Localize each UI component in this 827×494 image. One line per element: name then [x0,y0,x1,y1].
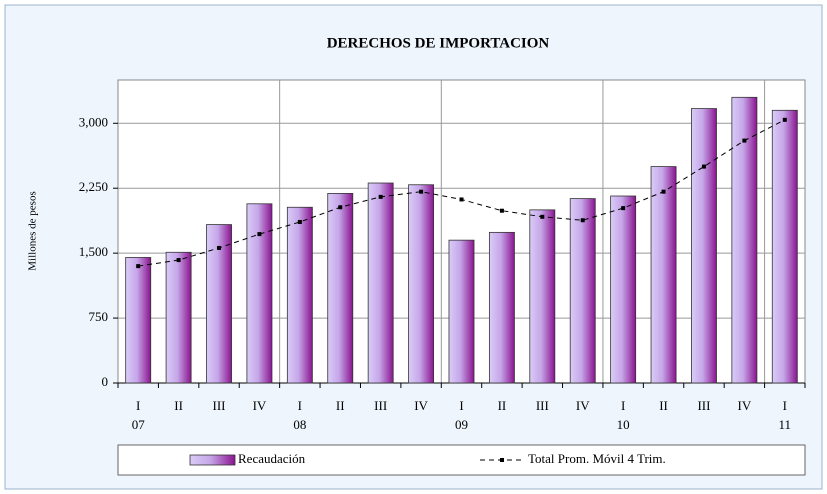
legend-swatch-marker [500,458,504,462]
bar [286,206,313,384]
line-marker [742,138,747,143]
bar [771,109,798,384]
chart-title: DERECHOS DE IMPORTACION [327,35,550,51]
x-tick-label: IV [576,398,590,413]
x-year-label: 10 [617,417,630,432]
bar [408,184,435,384]
x-tick-label: I [783,398,787,413]
x-tick-label: IV [738,398,752,413]
x-tick-label: I [459,398,463,413]
line-marker [621,206,626,211]
legend-label: Recaudación [238,451,306,466]
bar [125,257,152,384]
x-year-label: 08 [293,417,306,432]
x-tick-label: IV [253,398,267,413]
x-year-label: 07 [132,417,146,432]
bar [448,239,475,384]
x-tick-label: II [498,398,507,413]
x-year-label: 09 [455,417,468,432]
x-tick-label: I [621,398,625,413]
bar [650,166,677,384]
y-tick-label: 750 [89,309,109,324]
line-marker [701,164,706,169]
line-marker [782,117,787,122]
y-tick-label: 3,000 [79,114,108,129]
line-marker [176,258,181,263]
legend-swatch [189,454,236,466]
legend-label: Total Prom. Móvil 4 Trim. [528,451,666,466]
line-marker [136,264,141,269]
line-marker [499,208,504,213]
bar [529,209,556,384]
line-marker [297,219,302,224]
line-marker [378,194,383,199]
x-tick-label: II [336,398,345,413]
x-tick-label: I [136,398,140,413]
x-tick-label: II [659,398,668,413]
bar [569,198,596,384]
line-marker [540,214,545,219]
bar [731,96,758,384]
bar [367,182,394,384]
x-tick-label: IV [414,398,428,413]
x-tick-label: III [374,398,387,413]
x-tick-label: II [174,398,183,413]
bar [206,224,232,384]
y-tick-label: 1,500 [79,244,108,259]
y-axis-label: Millones de pesos [27,191,39,270]
x-tick-label: III [697,398,710,413]
bar [165,251,192,384]
bar [488,231,515,384]
line-marker [419,189,424,194]
x-year-label: 11 [779,417,792,432]
line-marker [459,197,464,202]
y-tick-label: 0 [102,374,109,389]
x-tick-label: I [298,398,302,413]
line-marker [217,245,222,250]
line-marker [257,232,262,237]
line-marker [580,218,585,223]
x-tick-label: III [536,398,549,413]
bar [691,108,717,384]
y-tick-label: 2,250 [79,179,108,194]
x-tick-label: III [213,398,226,413]
bar [327,193,354,384]
bar [246,203,273,384]
bar [610,195,637,384]
line-marker [338,205,343,210]
line-marker [661,189,666,194]
